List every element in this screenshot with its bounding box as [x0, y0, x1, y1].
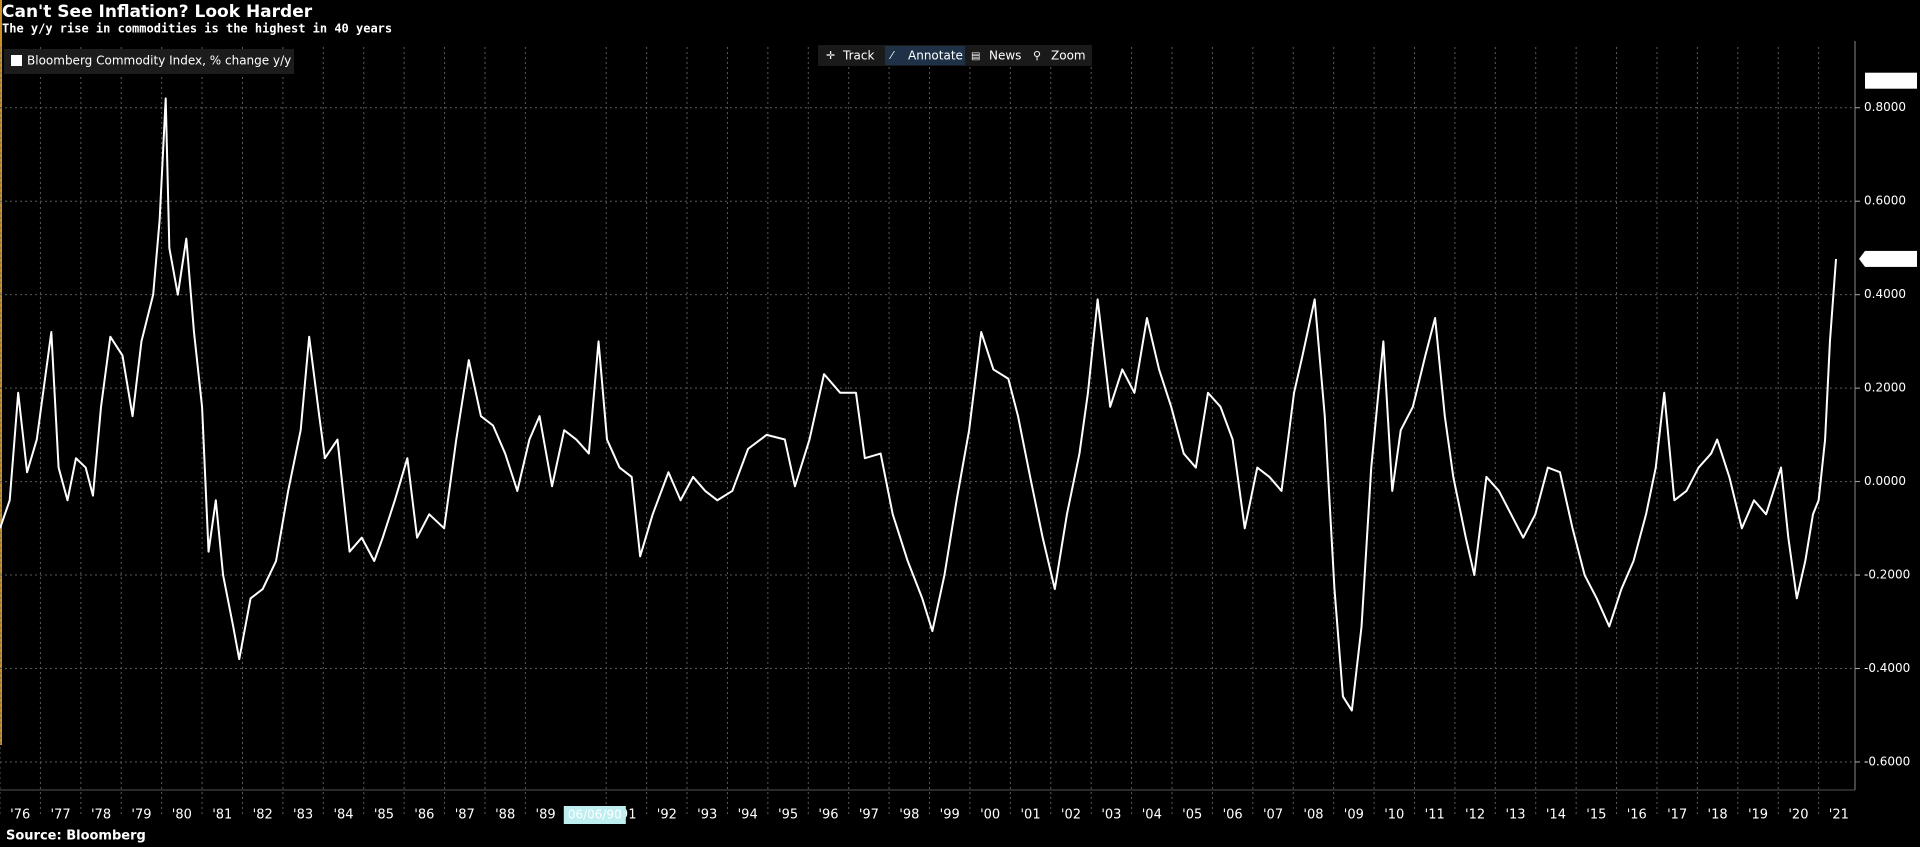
news-icon: ▤ [971, 51, 980, 62]
x-tick-label: '20 [1788, 808, 1808, 823]
x-tick-label: '87 [455, 808, 475, 823]
legend: Bloomberg Commodity Index, % change y/y [4, 49, 294, 74]
x-tick-label: '15 [1586, 808, 1606, 823]
x-tick-label: '82 [253, 808, 273, 823]
y-tick-label: -0.4000 [1864, 661, 1910, 675]
x-tick-label: '18 [1708, 808, 1728, 823]
annotate-label: Annotate [908, 49, 963, 63]
x-tick-label: '11 [1425, 808, 1445, 823]
grid [0, 41, 1860, 816]
x-tick-label: '77 [51, 808, 71, 823]
x-tick-label: '78 [91, 808, 111, 823]
x-tick-label: '01 [1020, 808, 1040, 823]
annotate-bg [885, 46, 965, 65]
x-tick-label: '02 [1061, 808, 1081, 823]
x-tick-label: '98 [899, 808, 919, 823]
track-button[interactable]: ✛ Track [826, 49, 874, 63]
x-tick-label: '13 [1505, 808, 1525, 823]
x-tick-label: '21 [1829, 808, 1849, 823]
x-tick-label: '12 [1465, 808, 1485, 823]
series-line [0, 97, 1838, 712]
x-tick-label: '04 [1142, 808, 1162, 823]
x-tick-label: '92 [657, 808, 677, 823]
x-tick-label: '17 [1667, 808, 1687, 823]
value-marker-box [1865, 250, 1917, 267]
x-tick-label: '03 [1101, 808, 1121, 823]
x-tick-label: '19 [1748, 808, 1768, 823]
x-tick-label: '88 [495, 808, 515, 823]
x-tick-label: '86 [414, 808, 434, 823]
news-button[interactable]: ▤ News [971, 49, 1021, 63]
x-tick-label: '79 [131, 808, 151, 823]
zoom-button[interactable]: ⚲ Zoom [1033, 49, 1086, 63]
legend-box [4, 49, 294, 74]
zoom-icon: ⚲ [1033, 49, 1041, 62]
cursor-label-bg [563, 806, 626, 824]
x-tick-label: '99 [940, 808, 960, 823]
x-tick-label: '94 [738, 808, 758, 823]
value-marker-label: 0.8579 [1870, 73, 1912, 87]
x-tick-label: '16 [1627, 808, 1647, 823]
x-tick-label: '81 [212, 808, 232, 823]
legend-swatch [11, 55, 22, 66]
x-tick-label: '00 [980, 808, 1000, 823]
x-tick-label: '80 [172, 808, 192, 823]
zoom-label: Zoom [1051, 49, 1086, 63]
value-marker-arrow [1859, 250, 1865, 267]
cursor-label: 06/06/90 [568, 808, 622, 822]
y-tick-label: 0.8000 [1864, 100, 1906, 114]
x-tick-label: '14 [1546, 808, 1566, 823]
annotate-button[interactable]: ⁄ Annotate [885, 46, 965, 65]
track-icon: ✛ [826, 49, 835, 62]
news-label: News [989, 49, 1021, 63]
x-tick-label: '05 [1182, 808, 1202, 823]
x-tick-label: '09 [1344, 808, 1364, 823]
x-tick-label: '97 [859, 808, 879, 823]
value-marker-label: 0.4765 [1870, 251, 1912, 265]
y-tick-label: 0.0000 [1864, 474, 1906, 488]
x-tick-label: '84 [333, 808, 353, 823]
toolbar: ✛ Track ⁄ Annotate ▤ News ⚲ Zoom [818, 45, 1092, 66]
y-tick-label: -0.6000 [1864, 754, 1910, 768]
y-tick-label: 0.6000 [1864, 194, 1906, 208]
value-marker-box [1865, 72, 1917, 89]
legend-label: Bloomberg Commodity Index, % change y/y [27, 54, 291, 68]
y-tick-label: -0.2000 [1864, 568, 1910, 582]
x-tick-label: '06 [1223, 808, 1243, 823]
x-tick-label: '93 [697, 808, 717, 823]
x-tick-label: '85 [374, 808, 394, 823]
x-tick-label: '10 [1384, 808, 1404, 823]
chart-subtitle: The y/y rise in commodities is the highe… [2, 22, 392, 36]
annotate-icon: ⁄ [888, 49, 895, 62]
x-tick-label: '76 [10, 808, 30, 823]
x-tick-label: '89 [536, 808, 556, 823]
x-tick-label: '07 [1263, 808, 1283, 823]
source: Source: Bloomberg [6, 829, 146, 844]
y-tick-label: 0.2000 [1864, 381, 1906, 395]
x-tick-label: '83 [293, 808, 313, 823]
x-tick-label: '95 [778, 808, 798, 823]
plot [0, 97, 1838, 712]
track-label: Track [842, 49, 874, 63]
y-tick-label: 0.4000 [1864, 287, 1906, 301]
x-tick-label: '08 [1303, 808, 1323, 823]
chart-title: Can't See Inflation? Look Harder [2, 2, 313, 22]
x-tick-label: '96 [818, 808, 838, 823]
